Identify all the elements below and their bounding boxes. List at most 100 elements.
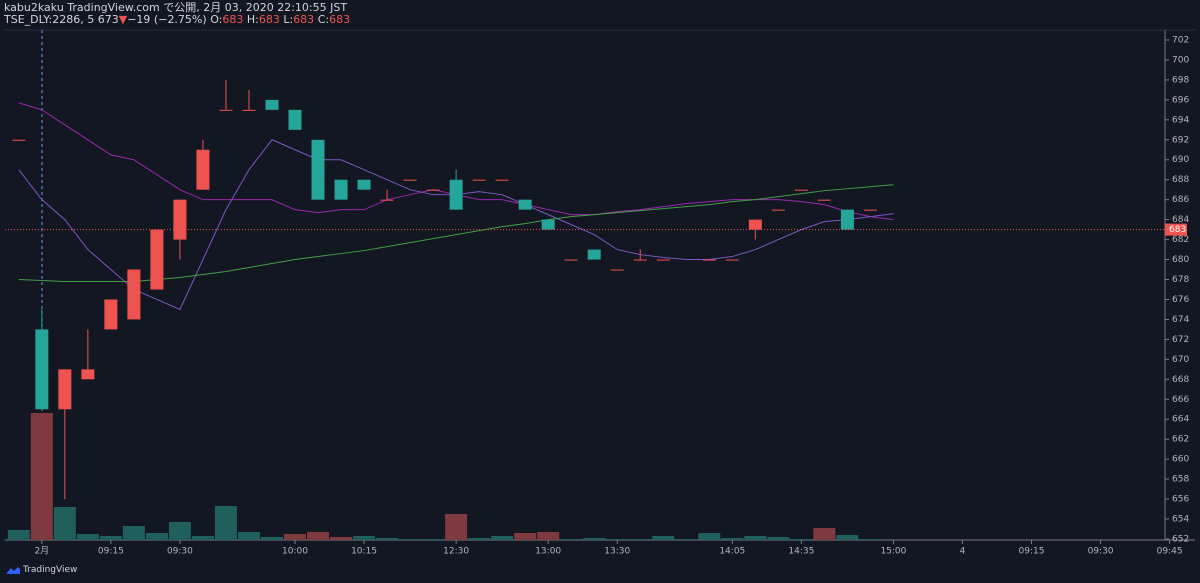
volume-bar xyxy=(675,539,698,540)
volume-bar xyxy=(744,536,767,540)
candle-body xyxy=(702,259,716,261)
y-tick-label: 654 xyxy=(1172,515,1189,525)
volume-bar xyxy=(790,539,813,540)
candle-body xyxy=(357,179,371,190)
y-tick-label: 700 xyxy=(1172,55,1189,65)
volume-bar xyxy=(560,539,583,540)
y-tick-label: 682 xyxy=(1172,235,1189,245)
volume-bar xyxy=(583,538,606,540)
x-tick-label: 14:05 xyxy=(719,547,745,557)
change: −19 (−2.75%) xyxy=(127,13,207,26)
arrow: ▼ xyxy=(118,13,128,26)
x-tick-label: 10:00 xyxy=(282,547,308,557)
volume-bar xyxy=(99,536,122,540)
volume-bar xyxy=(399,539,422,540)
volume-bar xyxy=(376,538,399,540)
x-tick-label: 09:30 xyxy=(1088,547,1114,557)
candle-body xyxy=(633,259,647,261)
y-tick-label: 674 xyxy=(1172,315,1189,325)
volume-bar xyxy=(537,532,560,540)
y-tick-label: 660 xyxy=(1172,455,1189,465)
candle-body xyxy=(334,179,348,200)
candle-body xyxy=(58,369,72,410)
x-tick-label: 09:30 xyxy=(167,547,193,557)
y-tick-label: 672 xyxy=(1172,335,1189,345)
y-tick-label: 688 xyxy=(1172,175,1189,185)
candle-body xyxy=(426,189,440,191)
y-tick-label: 656 xyxy=(1172,495,1189,505)
volume-bar xyxy=(53,507,76,540)
volume-bar xyxy=(284,534,306,540)
volume-bar xyxy=(7,530,30,540)
candle-body xyxy=(219,109,233,111)
candle-body xyxy=(564,259,578,261)
candle-body xyxy=(104,299,118,330)
y-tick-label: 662 xyxy=(1172,435,1189,445)
last-price-label: 683 xyxy=(1169,225,1186,235)
header-line1: kabu2kaku TradingView.com で公開, 2月 03, 20… xyxy=(4,1,348,14)
l-label: L: xyxy=(283,13,294,26)
candle-body xyxy=(150,229,164,290)
y-tick-label: 698 xyxy=(1172,75,1189,85)
volume-bar xyxy=(652,536,675,540)
y-tick-label: 664 xyxy=(1172,415,1189,425)
volume-bar xyxy=(836,535,859,540)
volume-bar xyxy=(168,522,191,540)
y-tick-label: 666 xyxy=(1172,395,1189,405)
h: 683 xyxy=(258,13,280,26)
y-tick-label: 652 xyxy=(1172,535,1189,545)
volume-bar xyxy=(767,537,790,540)
c: 683 xyxy=(329,13,351,26)
y-tick-label: 694 xyxy=(1172,115,1189,125)
y-tick-label: 658 xyxy=(1172,475,1189,485)
volume-bar xyxy=(445,514,468,540)
x-tick-label: 15:00 xyxy=(880,547,906,557)
volume-bar xyxy=(191,536,214,540)
header-line2: TSE_DLY:2286, 5 673▼−19 (−2.75%) O:683 H… xyxy=(4,14,350,26)
volume-bar xyxy=(629,539,652,540)
candle-body xyxy=(311,139,325,200)
candle-body xyxy=(449,179,463,210)
x-tick-label: 10:15 xyxy=(351,547,377,557)
y-tick-label: 678 xyxy=(1172,275,1189,285)
volume-bar xyxy=(330,537,353,540)
candle-body xyxy=(472,179,486,181)
candle-body xyxy=(840,209,854,230)
volume-bar xyxy=(145,533,168,540)
y-tick-label: 692 xyxy=(1172,135,1189,145)
candle-body xyxy=(771,209,785,211)
header: kabu2kaku TradingView.com で公開, 2月 03, 20… xyxy=(4,2,350,26)
volume-bar xyxy=(514,533,537,540)
volume-bar xyxy=(721,538,744,540)
candle-body xyxy=(495,179,509,181)
candle-body xyxy=(863,209,877,211)
volume-bar xyxy=(122,526,145,540)
volume-bar xyxy=(422,539,445,540)
y-tick-label: 690 xyxy=(1172,155,1189,165)
candle-body xyxy=(518,199,532,210)
candle-body xyxy=(748,219,762,230)
candle-body xyxy=(794,189,808,191)
y-tick-label: 686 xyxy=(1172,195,1189,205)
logo[interactable]: TradingView xyxy=(6,565,77,575)
c-label: C: xyxy=(317,13,330,26)
candle-body xyxy=(725,259,739,261)
candle-body xyxy=(173,199,187,240)
volume-bar xyxy=(214,506,237,540)
candle-body xyxy=(242,109,256,111)
logo-text: TradingView xyxy=(23,565,78,575)
y-tick-label: 670 xyxy=(1172,355,1189,365)
candle-body xyxy=(610,269,624,271)
volume-bar xyxy=(813,528,836,540)
candle-body xyxy=(403,179,417,181)
candle-body xyxy=(817,199,831,201)
last-price-tag xyxy=(1165,223,1187,236)
volume-bar xyxy=(76,534,99,540)
volume-bar xyxy=(260,537,283,540)
o: 683 xyxy=(222,13,244,26)
y-tick-label: 684 xyxy=(1172,215,1189,225)
l: 683 xyxy=(293,13,315,26)
y-tick-label: 668 xyxy=(1172,375,1189,385)
